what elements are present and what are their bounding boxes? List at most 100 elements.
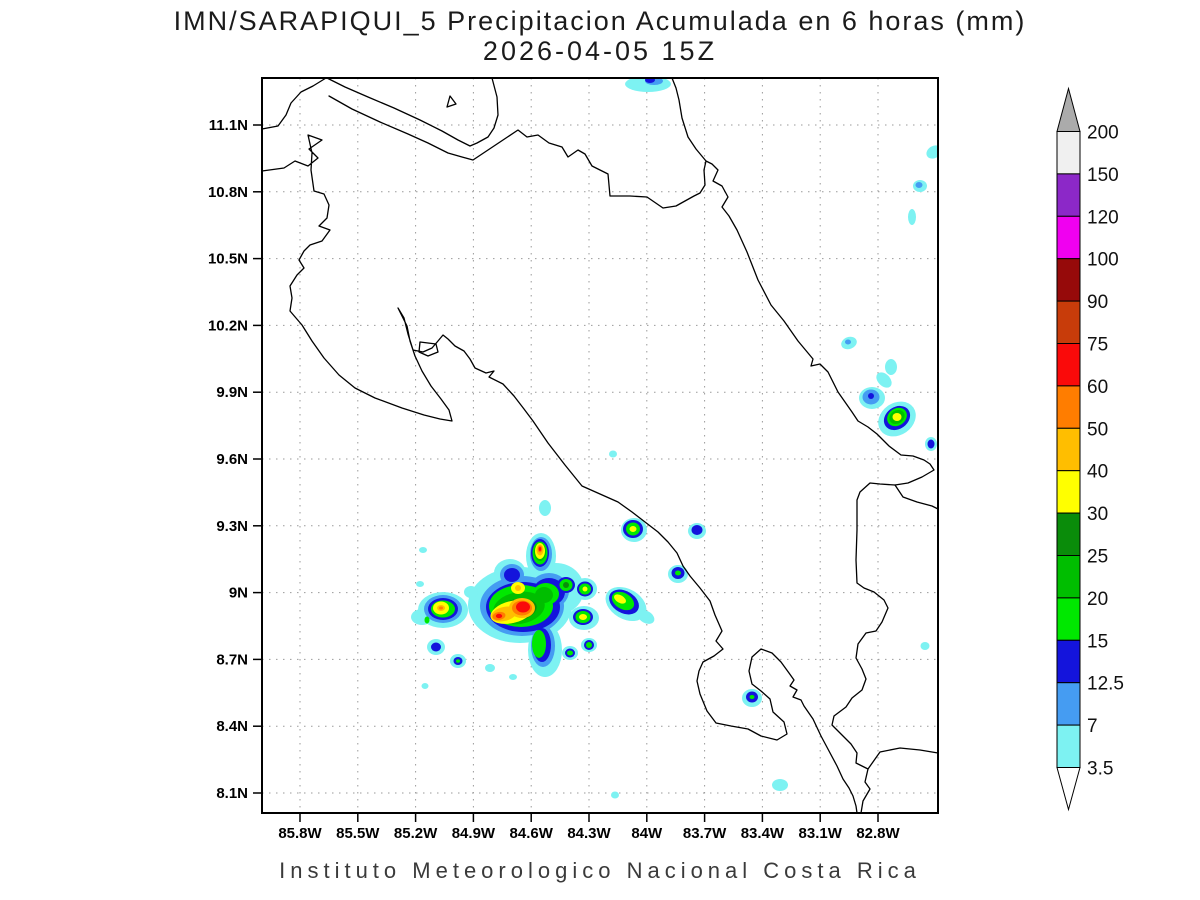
precip-blob: [579, 614, 587, 620]
colorbar-segment: [1056, 215, 1081, 260]
colorbar-label: 100: [1087, 250, 1119, 271]
lat-tick-label: 8.1N: [216, 785, 248, 802]
lat-tick-label: 9.3N: [216, 518, 248, 535]
lon-tick-label: 84W: [631, 825, 663, 842]
precip-blob: [582, 586, 588, 592]
page-title: IMN/SARAPIQUI_5 Precipitacion Acumulada …: [173, 6, 1027, 36]
precip-blob: [538, 547, 542, 551]
lat-tick-label: 11.1N: [209, 117, 248, 134]
lon-tick-label: 83.4W: [741, 825, 785, 842]
colorbar-segment: [1056, 682, 1081, 726]
precip-blob: [464, 586, 478, 598]
valid-time-subtitle: 2026-04-05 15Z: [482, 36, 718, 66]
colorbar-label: 150: [1087, 165, 1119, 186]
precipitation-layer: [411, 79, 937, 799]
precip-blob: [416, 581, 424, 587]
precip-blob: [567, 650, 573, 656]
precip-blob: [926, 145, 937, 159]
precip-blob: [515, 585, 521, 591]
colorbar-label: 30: [1087, 504, 1108, 525]
precip-blob: [772, 779, 788, 791]
precip-blob: [532, 630, 546, 658]
lat-tick-label: 9.9N: [216, 384, 248, 401]
precip-blob: [845, 339, 851, 345]
lon-tick-label: 84.6W: [510, 825, 554, 842]
lon-tick-label: 85.8W: [278, 825, 322, 842]
precip-blob: [586, 642, 592, 648]
lat-tick-label: 10.5N: [208, 251, 248, 268]
colorbar-segment: [1056, 512, 1081, 556]
colorbar-label: 120: [1087, 207, 1119, 228]
lat-tick-label: 9N: [229, 585, 248, 602]
colorbar-label: 3.5: [1087, 759, 1113, 780]
colorbar-label: 12.5: [1087, 674, 1124, 695]
colorbar-segment: [1056, 555, 1081, 599]
lat-tick-label: 10.2N: [208, 317, 248, 334]
precip-blob: [868, 393, 874, 399]
colorbar-label: 7: [1087, 716, 1098, 737]
precip-blob: [421, 683, 429, 689]
lon-tick-label: 83.7W: [683, 825, 727, 842]
coastline-path-nicaragua-pacific: [261, 77, 327, 130]
precip-blob: [645, 79, 655, 83]
precip-blob: [691, 525, 703, 535]
colorbar-label: 20: [1087, 589, 1108, 610]
lon-tick-label: 85.5W: [336, 825, 380, 842]
colorbar: 200 150 120 100 90 75 60 50 40 30 25 20 15 12.5 7 3.5: [1056, 86, 1124, 812]
precip-blob: [563, 582, 569, 588]
colorbar-label: 200: [1087, 123, 1119, 144]
lon-tick-label: 85.2W: [394, 825, 438, 842]
lon-tick-label: 84.3W: [567, 825, 611, 842]
precip-blob: [885, 359, 897, 375]
colorbar-label: 50: [1087, 419, 1108, 440]
lon-tick-label: 82.8W: [856, 825, 900, 842]
precip-blob: [504, 568, 520, 582]
coastline-path-panama-pacific: [867, 747, 939, 770]
colorbar-label: 90: [1087, 292, 1108, 313]
colorbar-arrow-up: [1056, 86, 1081, 132]
border-path-nicaragua: [328, 95, 707, 209]
precip-blob: [516, 601, 530, 613]
colorbar-segment: [1056, 131, 1081, 175]
precip-blob: [456, 659, 460, 663]
precip-blob: [424, 616, 430, 624]
precip-blob: [915, 182, 923, 188]
coastline-path-pacific: [261, 134, 858, 814]
colorbar-segment: [1056, 300, 1081, 345]
precip-blob: [920, 642, 930, 650]
colorbar-segment: [1056, 724, 1081, 768]
coastline-path-chira-island: [418, 341, 439, 357]
colorbar-segment: [1056, 470, 1081, 514]
precip-blob: [611, 791, 619, 799]
colorbar-label: 75: [1087, 335, 1108, 356]
colorbar-segment: [1056, 385, 1081, 429]
colorbar-label: 15: [1087, 631, 1108, 652]
colorbar-label: 25: [1087, 547, 1108, 568]
precip-blob: [509, 674, 517, 680]
lat-tick-label: 8.4N: [216, 718, 248, 735]
lat-tick-label: 9.6N: [216, 451, 248, 468]
colorbar-arrow-down: [1056, 767, 1081, 812]
precip-blob: [749, 695, 755, 699]
colorbar-segment: [1056, 639, 1081, 684]
axis-layer: 85.8W 85.5W 85.2W 84.9W 84.6W 84.3W 84W 83.7W 83…: [208, 117, 901, 842]
coastline-layer: [261, 77, 939, 814]
border-path-panama: [831, 482, 896, 814]
precip-blob: [431, 642, 441, 652]
lat-tick-label: 10.8N: [208, 184, 248, 201]
precip-blob: [927, 439, 935, 449]
precip-blob: [637, 610, 655, 624]
precip-blob: [539, 500, 551, 516]
colorbar-segment: [1056, 343, 1081, 387]
colorbar-segment: [1056, 173, 1081, 217]
lat-tick-label: 8.7N: [216, 651, 248, 668]
lon-tick-label: 84.9W: [452, 825, 496, 842]
precip-blob: [614, 594, 626, 604]
colorbar-label: 40: [1087, 462, 1108, 483]
precip-blob: [876, 372, 892, 388]
precip-blob: [419, 547, 427, 553]
colorbar-segment: [1056, 597, 1081, 641]
precip-blob: [495, 613, 503, 619]
